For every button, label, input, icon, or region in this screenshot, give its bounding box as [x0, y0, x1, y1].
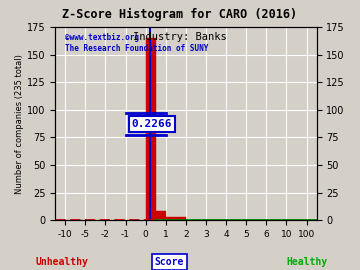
Y-axis label: Number of companies (235 total): Number of companies (235 total) — [15, 54, 24, 194]
Text: Score: Score — [154, 257, 184, 267]
Bar — [166, 217, 186, 220]
Text: ©www.textbiz.org: ©www.textbiz.org — [65, 33, 139, 42]
Text: Healthy: Healthy — [287, 257, 328, 267]
Text: Industry: Banks: Industry: Banks — [133, 32, 227, 42]
Text: Z-Score Histogram for CARO (2016): Z-Score Histogram for CARO (2016) — [62, 8, 298, 21]
Text: The Research Foundation of SUNY: The Research Foundation of SUNY — [65, 44, 208, 53]
Text: 0.2266: 0.2266 — [131, 119, 172, 129]
Bar — [156, 211, 166, 220]
Bar — [146, 38, 156, 220]
Text: Unhealthy: Unhealthy — [36, 257, 89, 267]
